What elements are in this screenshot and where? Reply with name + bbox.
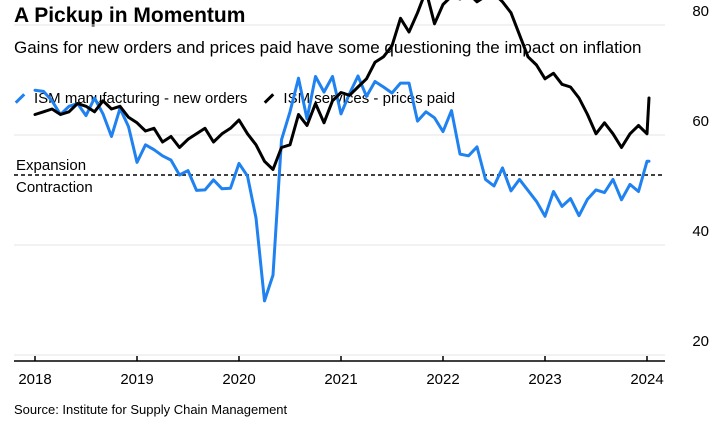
x-tick-label-2021: 2021 [324, 371, 357, 388]
x-tick-label-2024: 2024 [630, 371, 663, 388]
y-tick-label-60: 60 [692, 113, 709, 130]
x-tick-label-2020: 2020 [222, 371, 255, 388]
y-tick-label-40: 40 [692, 223, 709, 240]
chart-title: A Pickup in Momentum [14, 4, 246, 27]
x-tick-label-2019: 2019 [120, 371, 153, 388]
source-note: Source: Institute for Supply Chain Manag… [14, 402, 288, 417]
series-lines [33, 0, 651, 303]
x-tick-label-2023: 2023 [528, 371, 561, 388]
gridlines [14, 24, 665, 356]
y-axis-labels: 20406080100 [692, 3, 709, 350]
y-tick-label-20: 20 [692, 333, 709, 350]
legend-label-new-orders: ISM manufacturing - new orders [34, 90, 248, 107]
contraction-label: Contraction [16, 179, 93, 196]
x-tick-label-2022: 2022 [426, 371, 459, 388]
y-tick-label-80: 80 [692, 3, 709, 20]
legend-item-new-orders: ISM manufacturing - new orders [14, 90, 247, 107]
series-line-new-orders [33, 74, 651, 303]
chart-subtitle: Gains for new orders and prices paid hav… [14, 38, 642, 57]
series-line-prices-paid [33, 0, 651, 171]
x-axis: 2018 2019 2020 2021 2022 2023 2024 [14, 356, 665, 388]
reference-line-group: Expansion Contraction [14, 157, 665, 196]
expansion-label: Expansion [16, 157, 86, 174]
x-tick-label-2018: 2018 [18, 371, 51, 388]
